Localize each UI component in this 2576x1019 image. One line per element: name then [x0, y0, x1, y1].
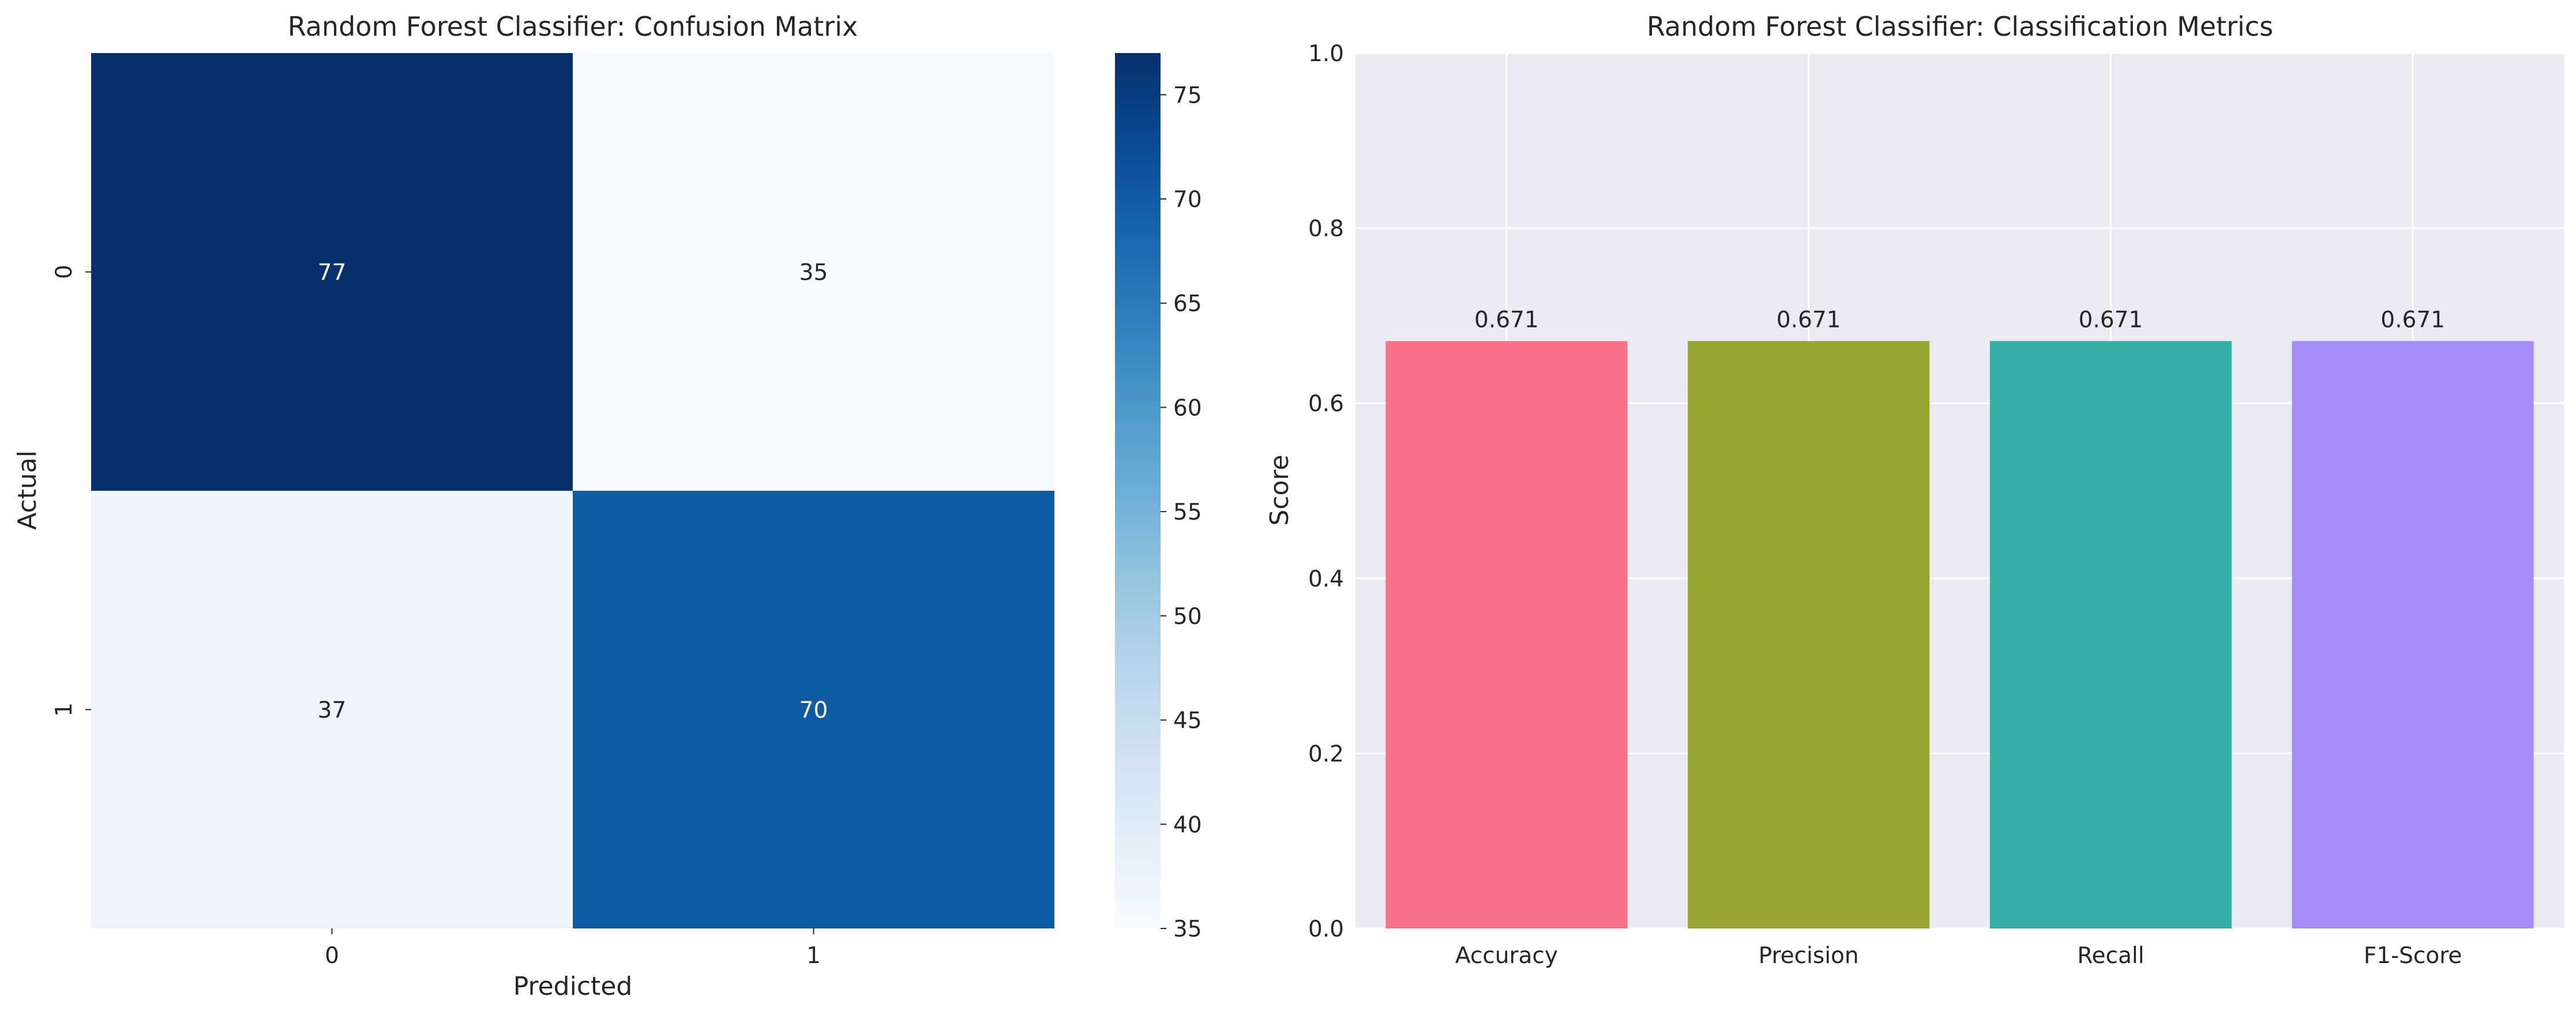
colorbar-tick-label: 40 [1173, 812, 1202, 838]
bar-value-label: 0.671 [2079, 307, 2143, 333]
heatmap-x-tick-label: 0 [325, 943, 339, 969]
bar-x-tick-label: F1-Score [2364, 943, 2462, 969]
colorbar-tick-label: 65 [1173, 291, 1202, 317]
colorbar-tick-label: 35 [1173, 916, 1202, 942]
bar-y-tick-label: 0.2 [1308, 741, 1344, 767]
bars [1385, 341, 2534, 928]
heatmap-annotations: 77 35 37 70 [318, 260, 828, 724]
bar-y-ticks: 0.0 0.2 0.4 0.6 0.8 1.0 [1308, 41, 1344, 942]
colorbar-tick-label: 45 [1173, 708, 1202, 734]
bar [1989, 341, 2232, 928]
bar-y-tick-label: 0.0 [1308, 916, 1344, 942]
bar-value-labels: 0.671 0.671 0.671 0.671 [1474, 307, 2445, 333]
colorbar-tick-label: 60 [1173, 395, 1202, 421]
colorbar-tick-label: 50 [1173, 604, 1202, 630]
heatmap-cells [91, 53, 1054, 928]
heatmap-cell-value: 77 [318, 260, 347, 286]
bar-y-tick-label: 0.8 [1308, 216, 1344, 242]
colorbar-gradient [1115, 53, 1161, 928]
bar-value-label: 0.671 [2380, 307, 2445, 333]
heatmap-y-axis-label: Actual [13, 450, 42, 530]
bar-value-label: 0.671 [1474, 307, 1539, 333]
heatmap-x-axis-label: Predicted [513, 972, 633, 1001]
bar-x-tick-label: Precision [1759, 943, 1859, 969]
bar-x-tick-label: Recall [2077, 943, 2144, 969]
heatmap-cell [91, 491, 573, 928]
bar [1688, 341, 1930, 928]
heatmap-cell [91, 53, 573, 491]
colorbar-tick-label: 55 [1173, 499, 1202, 525]
bar [2292, 341, 2534, 928]
heatmap-y-tick-label: 0 [51, 265, 77, 279]
metrics-bar-panel: 0.671 0.671 0.671 0.671 Accuracy Precision Re… [1265, 11, 2564, 969]
bar-chart-title: Random Forest Classifier: Classification… [1647, 11, 2273, 42]
heatmap-cell [573, 53, 1054, 491]
bar-y-axis-label: Score [1265, 454, 1294, 525]
colorbar-tick-label: 70 [1173, 187, 1202, 213]
heatmap-title: Random Forest Classifier: Confusion Matr… [288, 11, 858, 42]
bar-x-tick-label: Accuracy [1455, 943, 1558, 969]
bar [1385, 341, 1628, 928]
heatmap-y-ticks: 01 [51, 265, 91, 717]
bar-y-tick-label: 0.6 [1308, 391, 1344, 417]
confusion-matrix-panel: Random Forest Classifier: Confusion Matr… [13, 11, 1054, 1001]
bar-y-tick-label: 0.4 [1308, 566, 1344, 592]
colorbar-ticks: 35 40 45 50 55 60 65 70 75 [1161, 82, 1202, 942]
bar-x-ticks: Accuracy Precision Recall F1-Score [1455, 943, 2462, 969]
colorbar: 35 40 45 50 55 60 65 70 75 [1115, 53, 1202, 942]
bar-y-tick-label: 1.0 [1308, 41, 1344, 67]
colorbar-tick-label: 75 [1173, 82, 1202, 108]
heatmap-x-tick-label: 1 [806, 943, 821, 969]
heatmap-cell-value: 70 [799, 698, 828, 724]
heatmap-cell [573, 491, 1054, 928]
heatmap-y-tick-label: 1 [51, 702, 77, 717]
bar-value-label: 0.671 [1777, 307, 1841, 333]
heatmap-cell-value: 35 [799, 260, 828, 286]
heatmap-cell-value: 37 [318, 698, 347, 724]
